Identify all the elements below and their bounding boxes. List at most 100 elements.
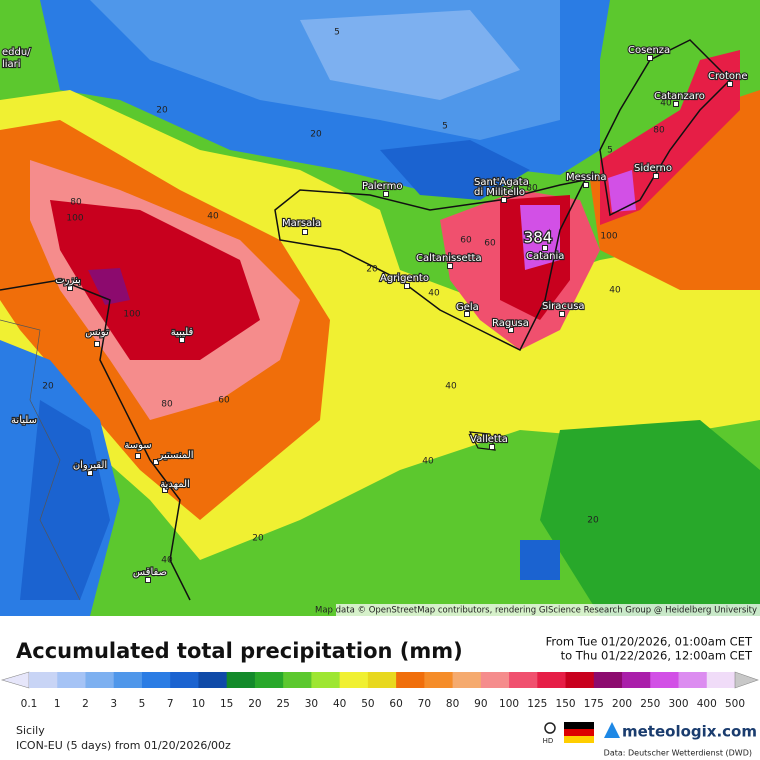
- legend-tick-label: 25: [276, 698, 289, 710]
- city-marker: [153, 459, 159, 465]
- legend-swatch: [678, 672, 708, 688]
- city-marker: [162, 487, 168, 493]
- city-label: Cosenza: [628, 45, 670, 56]
- city-label: Agrigento: [380, 273, 429, 284]
- field: [20, 400, 110, 600]
- legend-swatch: [113, 672, 143, 688]
- city-label: Gela: [456, 302, 479, 313]
- field: [520, 540, 560, 580]
- contour-label: 20: [252, 534, 264, 544]
- contour-label: 40: [207, 212, 219, 222]
- brand[interactable]: meteologix.com: [622, 723, 757, 741]
- legend-swatch: [311, 672, 341, 688]
- legend: Accumulated total precipitation (mm) Fro…: [0, 635, 759, 758]
- contour-label: 40: [428, 289, 440, 299]
- city-label: المنستير: [157, 450, 193, 461]
- legend-swatch: [367, 672, 397, 688]
- city-marker: [508, 327, 514, 333]
- coastline: [0, 279, 191, 601]
- contour-label: 80: [653, 126, 665, 136]
- period-from: From Tue 01/20/2026, 01:00am CET: [546, 635, 753, 649]
- city-marker: [135, 453, 141, 459]
- legend-tick-label: 60: [389, 698, 402, 710]
- legend-tick-label: 80: [446, 698, 459, 710]
- legend-tick-label: 40: [333, 698, 346, 710]
- contour-label: 100: [123, 310, 140, 320]
- region: Sicily: [16, 724, 45, 737]
- field: [50, 200, 260, 360]
- contour-label: 40: [609, 286, 621, 296]
- legend-swatch: [254, 672, 284, 688]
- legend-tick-label: 70: [418, 698, 431, 710]
- city-label: القيروان: [73, 460, 107, 471]
- city-marker: [583, 182, 589, 188]
- flag: [564, 736, 594, 743]
- field: [88, 268, 130, 305]
- legend-tick-label: 3: [110, 698, 117, 710]
- city-marker: [673, 101, 679, 107]
- field: [590, 90, 760, 290]
- field: [540, 420, 760, 616]
- city-label: Siderno: [634, 163, 672, 174]
- legend-tick-label: 7: [167, 698, 174, 710]
- legend-tick-label: 125: [527, 698, 547, 710]
- legend-swatch: [593, 672, 623, 688]
- contour-label: 20: [42, 382, 54, 392]
- city-label: Ragusa: [492, 318, 529, 329]
- city-label: Siracusa: [542, 301, 585, 312]
- city-label: Catania: [526, 251, 564, 262]
- legend-swatch: [339, 672, 369, 688]
- city-label: Caltanissetta: [416, 253, 482, 264]
- city-marker: [559, 311, 565, 317]
- city-marker: [87, 470, 93, 476]
- city-label: Palermo: [362, 181, 402, 192]
- legend-swatch: [396, 672, 425, 688]
- contour-label: 5: [607, 146, 613, 156]
- legend-swatch: [226, 672, 256, 688]
- legend-arrow: [734, 671, 759, 689]
- legend-swatch: [537, 672, 567, 688]
- contour-label: 60: [460, 236, 472, 246]
- city-label: Messina: [566, 172, 606, 183]
- city-label: تونس: [85, 327, 109, 338]
- legend-swatch: [29, 672, 58, 688]
- city-label: بنزرت: [55, 275, 81, 286]
- legend-tick-label: 5: [139, 698, 146, 710]
- legend-swatch: [480, 672, 510, 688]
- contour-label: 40: [660, 99, 672, 109]
- flag: [564, 722, 594, 729]
- coastline: [599, 39, 732, 217]
- attribution: Map data © OpenStreetMap contributors, r…: [315, 606, 757, 616]
- contour-label: 5: [442, 122, 448, 132]
- contour-label: 60: [484, 239, 496, 249]
- legend-tick-label: 300: [668, 698, 688, 710]
- city-label: Marsala: [282, 218, 321, 229]
- search-icon[interactable]: [544, 722, 556, 734]
- city-marker: [94, 341, 100, 347]
- flag: [564, 729, 594, 736]
- logo-icon: [604, 722, 620, 738]
- legend-swatch: [706, 672, 736, 688]
- contour-label: 80: [70, 198, 82, 208]
- city-label: Crotone: [708, 71, 748, 82]
- field: [600, 50, 740, 225]
- city-marker: [67, 285, 73, 291]
- city-label: صفاقس: [133, 567, 167, 578]
- legend-swatch: [283, 672, 312, 688]
- city-marker: [489, 444, 495, 450]
- attribution-box: [336, 604, 760, 616]
- contour-label: 40: [445, 382, 457, 392]
- hd-label[interactable]: HD: [543, 737, 554, 745]
- model: ICON-EU (5 days) from 01/20/2026/00z: [16, 739, 231, 752]
- city-marker: [501, 197, 507, 203]
- legend-tick-label: 15: [220, 698, 233, 710]
- city-marker: [302, 229, 308, 235]
- city-label: Sant'Agata: [474, 177, 529, 188]
- border: [0, 319, 81, 601]
- legend-tick-label: 150: [556, 698, 576, 710]
- city-marker: [727, 81, 733, 87]
- contour-label: 60: [218, 396, 230, 406]
- field: [520, 205, 560, 270]
- legend-tick-label: 100: [499, 698, 519, 710]
